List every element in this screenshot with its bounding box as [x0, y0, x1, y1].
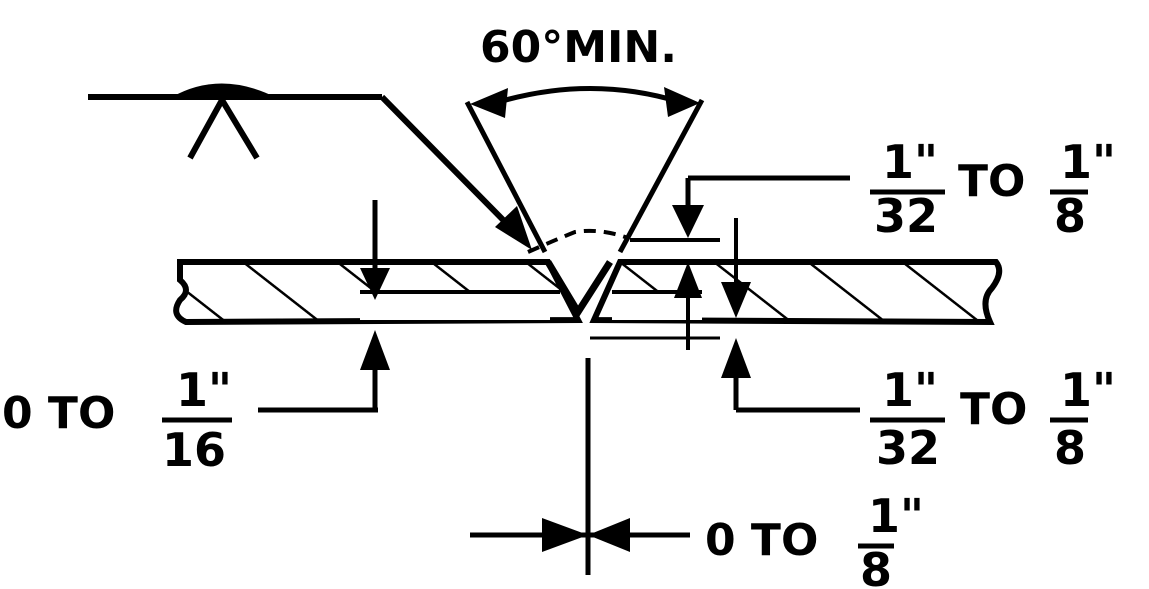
groove-angle	[464, 86, 705, 254]
svg-text:1": 1"	[1060, 135, 1116, 189]
plates	[173, 228, 1003, 340]
v-groove-symbol	[187, 94, 260, 160]
svg-text:1": 1"	[176, 363, 232, 417]
angle-arc	[491, 86, 681, 107]
bottom-right-label: 1" 32 TO 1" 8	[870, 363, 1116, 475]
weld-reinforcement-dashed	[527, 228, 629, 254]
svg-text:8: 8	[1054, 189, 1086, 243]
groove-angle-line-right	[617, 98, 705, 254]
v-groove	[544, 260, 613, 319]
svg-text:32: 32	[876, 421, 940, 475]
svg-text:1": 1"	[1060, 363, 1116, 417]
top-right-label: 1" 32 TO 1" 8	[870, 135, 1116, 243]
gap-arrow-right	[542, 518, 588, 552]
svg-text:32: 32	[874, 189, 938, 243]
groove-angle-line-left	[464, 100, 548, 254]
arrowhead	[495, 206, 532, 250]
svg-text:1": 1"	[882, 135, 938, 189]
angle-label: 60°MIN.	[480, 22, 677, 73]
gap-dimension	[470, 358, 690, 575]
top-right-dimension	[672, 175, 850, 350]
svg-text:0 TO: 0 TO	[2, 388, 115, 439]
gap-label: 0 TO 1" 8	[705, 489, 924, 589]
top-dim-arrow-down	[672, 205, 704, 238]
bottom-dim-arrow-down	[721, 282, 751, 318]
svg-text:TO: TO	[958, 156, 1025, 207]
top-dim-arrow-up	[674, 262, 702, 298]
left-label: 0 TO 1" 16	[2, 363, 232, 477]
svg-text:TO: TO	[960, 384, 1027, 435]
svg-text:16: 16	[162, 423, 226, 477]
svg-text:8: 8	[860, 543, 892, 589]
gap-arrow-left	[588, 518, 630, 552]
svg-text:8: 8	[1054, 421, 1086, 475]
svg-text:1": 1"	[882, 363, 938, 417]
left-dim-arrow-down	[360, 268, 390, 300]
left-dim-arrow-up	[360, 330, 390, 370]
left-dimension	[258, 200, 390, 413]
angle-arrowhead-left	[470, 88, 508, 118]
bottom-dim-arrow-up	[721, 338, 751, 378]
arrow-leader-line	[379, 94, 518, 235]
angle-arrowhead-right	[664, 87, 700, 117]
root-face-band-left	[360, 292, 550, 320]
bottom-right-dimension	[721, 218, 860, 413]
weld-symbol	[88, 83, 532, 250]
svg-text:1": 1"	[868, 489, 924, 543]
weld-contour-symbol	[172, 83, 275, 97]
svg-text:0 TO: 0 TO	[705, 515, 818, 566]
